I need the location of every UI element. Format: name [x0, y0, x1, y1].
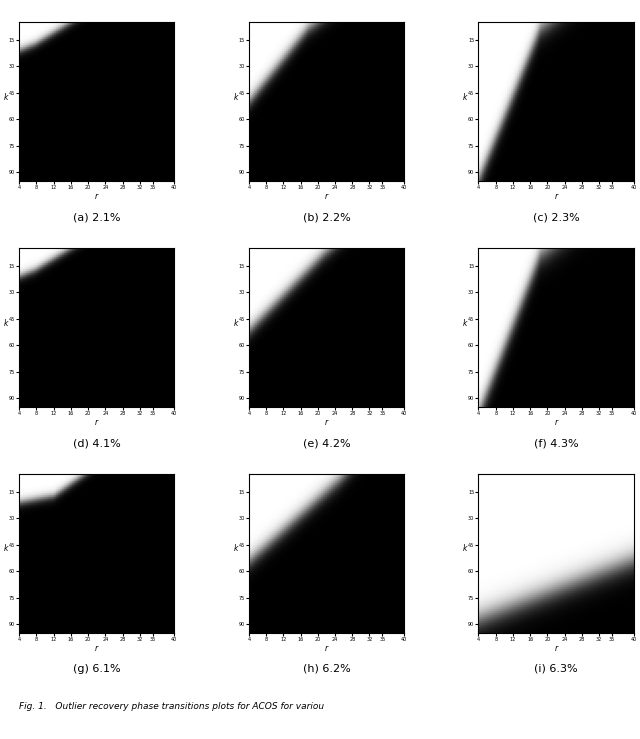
X-axis label: r: r [95, 644, 99, 653]
Y-axis label: k: k [4, 545, 8, 554]
Title: (c) 2.3%: (c) 2.3% [532, 212, 579, 222]
Y-axis label: k: k [234, 319, 238, 327]
X-axis label: r: r [325, 418, 328, 426]
X-axis label: r: r [554, 418, 557, 426]
X-axis label: r: r [325, 191, 328, 201]
X-axis label: r: r [554, 191, 557, 201]
Y-axis label: k: k [4, 92, 8, 102]
X-axis label: r: r [554, 644, 557, 653]
Title: (f) 4.3%: (f) 4.3% [534, 438, 579, 448]
Title: (g) 6.1%: (g) 6.1% [73, 664, 120, 674]
Title: (h) 6.2%: (h) 6.2% [303, 664, 350, 674]
Title: (i) 6.3%: (i) 6.3% [534, 664, 578, 674]
Title: (e) 4.2%: (e) 4.2% [303, 438, 350, 448]
Y-axis label: k: k [4, 319, 8, 327]
Y-axis label: k: k [234, 92, 238, 102]
X-axis label: r: r [95, 191, 99, 201]
Y-axis label: k: k [463, 319, 467, 327]
Y-axis label: k: k [234, 545, 238, 554]
X-axis label: r: r [325, 644, 328, 653]
Y-axis label: k: k [463, 92, 467, 102]
Y-axis label: k: k [463, 545, 467, 554]
X-axis label: r: r [95, 418, 99, 426]
Title: (d) 4.1%: (d) 4.1% [73, 438, 121, 448]
Title: (a) 2.1%: (a) 2.1% [73, 212, 120, 222]
Title: (b) 2.2%: (b) 2.2% [303, 212, 350, 222]
Text: Fig. 1.   Outlier recovery phase transitions plots for ACOS for variou: Fig. 1. Outlier recovery phase transitio… [19, 702, 324, 711]
